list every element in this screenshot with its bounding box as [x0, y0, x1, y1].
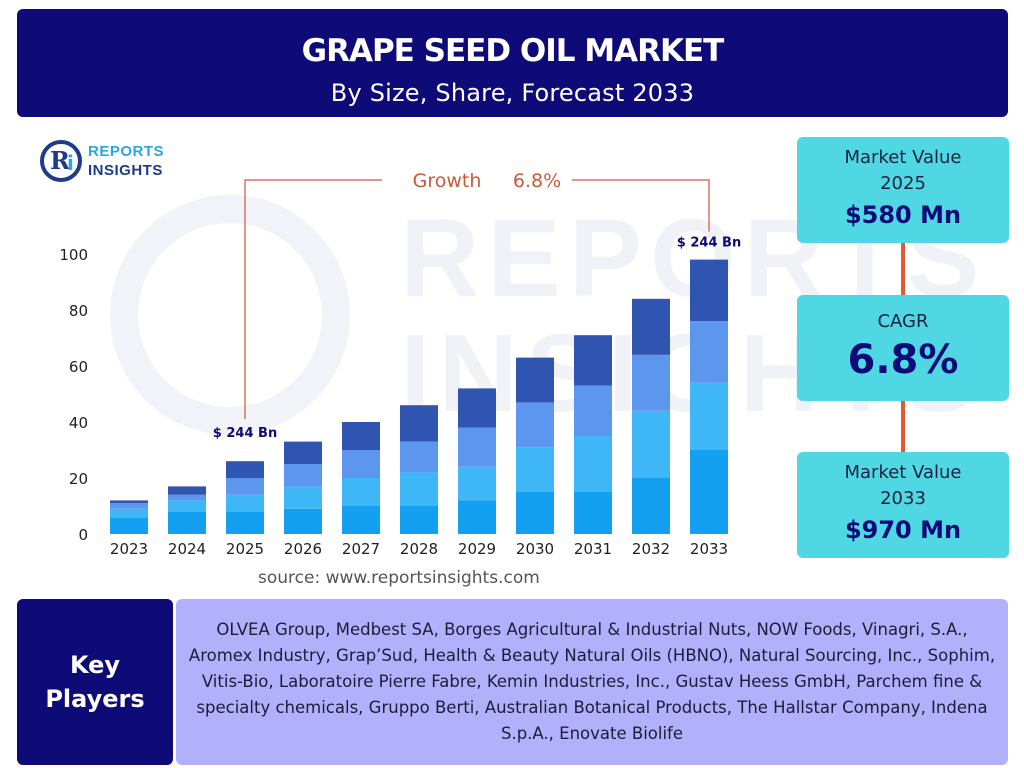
- kpi-value: 6.8%: [847, 337, 959, 383]
- kpi-year: 2033: [880, 488, 926, 509]
- kpi-cagr: CAGR 6.8%: [797, 295, 1009, 401]
- x-tick-label: 2029: [458, 540, 496, 558]
- bar-segment-2028-1: [400, 506, 438, 534]
- bar-segment-2032-4: [632, 298, 670, 355]
- bar-segment-2025-1: [226, 511, 264, 534]
- bar-segment-2032-3: [632, 354, 670, 411]
- bar-segment-2024-2: [168, 500, 206, 512]
- source-note: source: www.reportsinsights.com: [258, 568, 540, 588]
- kpi-market-value-2025: Market Value 2025 $580 Mn: [797, 137, 1009, 243]
- growth-label: Growth: [413, 170, 482, 192]
- bar-segment-2026-3: [284, 464, 322, 487]
- key-players-label-line1: Key: [69, 651, 121, 679]
- bar-segment-2033-4: [690, 259, 728, 322]
- bar-segment-2032-2: [632, 410, 670, 478]
- start-value-label: $ 244 Bn: [213, 426, 277, 441]
- bar-segment-2030-3: [516, 402, 554, 448]
- logo-word-insights: INSIGHTS: [88, 162, 163, 179]
- growth-line-left: [244, 179, 382, 420]
- x-tick-label: 2030: [516, 540, 554, 558]
- kpi-label: Market Value: [844, 147, 962, 168]
- growth-line-right: [572, 179, 710, 232]
- end-value-label: $ 244 Bn: [677, 236, 741, 251]
- bar-segment-2025-2: [226, 494, 264, 512]
- x-tick-label: 2032: [632, 540, 670, 558]
- bar-segment-2028-4: [400, 405, 438, 442]
- bar-segment-2033-3: [690, 321, 728, 383]
- header-banner: GRAPE SEED OIL MARKET By Size, Share, Fo…: [17, 9, 1008, 117]
- bar-segment-2027-3: [342, 450, 380, 478]
- bar-segment-2031-4: [574, 335, 612, 386]
- bar-segment-2027-4: [342, 422, 380, 450]
- bar-segment-2024-1: [168, 511, 206, 534]
- brand-logo: R i REPORTS INSIGHTS: [40, 140, 180, 185]
- bar-segment-2024-4: [168, 486, 206, 495]
- bar-segment-2033-1: [690, 450, 728, 534]
- x-tick-label: 2027: [342, 540, 380, 558]
- logo-mark-i: i: [67, 151, 74, 175]
- x-axis: 2023 2024 2025 2026 2027 2028 2029 2030 2031 2032…: [110, 540, 728, 558]
- bar-segment-2029-4: [458, 388, 496, 428]
- bar-segment-2028-2: [400, 472, 438, 506]
- kpi-value: $580 Mn: [844, 201, 962, 229]
- bar-segment-2025-4: [226, 461, 264, 478]
- bar-segment-2026-4: [284, 441, 322, 464]
- bar-segment-2024-3: [168, 494, 206, 501]
- bar-segment-2027-2: [342, 478, 380, 506]
- bar-segment-2029-3: [458, 427, 496, 467]
- bar-segment-2031-2: [574, 436, 612, 492]
- x-tick-label: 2024: [168, 540, 206, 558]
- y-tick-label: 80: [69, 302, 88, 320]
- bar-segment-2028-3: [400, 441, 438, 473]
- x-tick-label: 2033: [690, 540, 728, 558]
- bar-segment-2023-2: [110, 508, 148, 518]
- bar-segment-2026-1: [284, 508, 322, 534]
- bar-segment-2023-3: [110, 503, 148, 509]
- bar-segment-2023-4: [110, 500, 148, 504]
- key-players-label-line2: Players: [45, 685, 145, 713]
- bar-segment-2025-3: [226, 478, 264, 495]
- kpi-label: CAGR: [877, 311, 929, 332]
- growth-annotation: Growth 6.8% $ 244 Bn $ 244 Bn: [213, 170, 741, 441]
- bar-segment-2030-1: [516, 492, 554, 534]
- kpi-label: Market Value: [844, 462, 962, 483]
- bar-segment-2032-1: [632, 478, 670, 534]
- y-tick-label: 0: [78, 526, 88, 544]
- x-tick-label: 2031: [574, 540, 612, 558]
- page-subtitle: By Size, Share, Forecast 2033: [330, 79, 695, 107]
- y-tick-label: 20: [69, 470, 88, 488]
- x-tick-label: 2028: [400, 540, 438, 558]
- page-title: GRAPE SEED OIL MARKET: [301, 33, 725, 69]
- bar-segment-2033-2: [690, 382, 728, 450]
- bar-group: [110, 259, 728, 534]
- bar-segment-2030-2: [516, 447, 554, 492]
- logo-mark-icon: R i: [40, 140, 82, 182]
- bar-segment-2026-2: [284, 486, 322, 509]
- key-players-label: Key Players: [17, 599, 173, 765]
- bar-segment-2030-4: [516, 357, 554, 403]
- y-axis: 0 20 40 60 80 100: [59, 246, 88, 544]
- y-tick-label: 40: [69, 414, 88, 432]
- bar-segment-2029-1: [458, 500, 496, 534]
- kpi-year: 2025: [880, 173, 926, 194]
- kpi-market-value-2033: Market Value 2033 $970 Mn: [797, 452, 1009, 558]
- bar-segment-2031-1: [574, 492, 612, 534]
- x-tick-label: 2023: [110, 540, 148, 558]
- y-tick-label: 60: [69, 358, 88, 376]
- key-players-list: OLVEA Group, Medbest SA, Borges Agricult…: [176, 599, 1008, 765]
- kpi-connector: [901, 401, 905, 452]
- growth-value: 6.8%: [513, 170, 561, 192]
- bar-segment-2023-1: [110, 517, 148, 534]
- logo-word-reports: REPORTS: [88, 143, 165, 160]
- bar-segment-2031-3: [574, 385, 612, 436]
- y-tick-label: 100: [59, 246, 88, 264]
- logo-mark-r: R: [50, 146, 70, 175]
- kpi-connector: [901, 243, 905, 295]
- bar-segment-2029-2: [458, 466, 496, 501]
- x-tick-label: 2025: [226, 540, 264, 558]
- bar-segment-2027-1: [342, 506, 380, 534]
- kpi-value: $970 Mn: [844, 516, 962, 544]
- x-tick-label: 2026: [284, 540, 322, 558]
